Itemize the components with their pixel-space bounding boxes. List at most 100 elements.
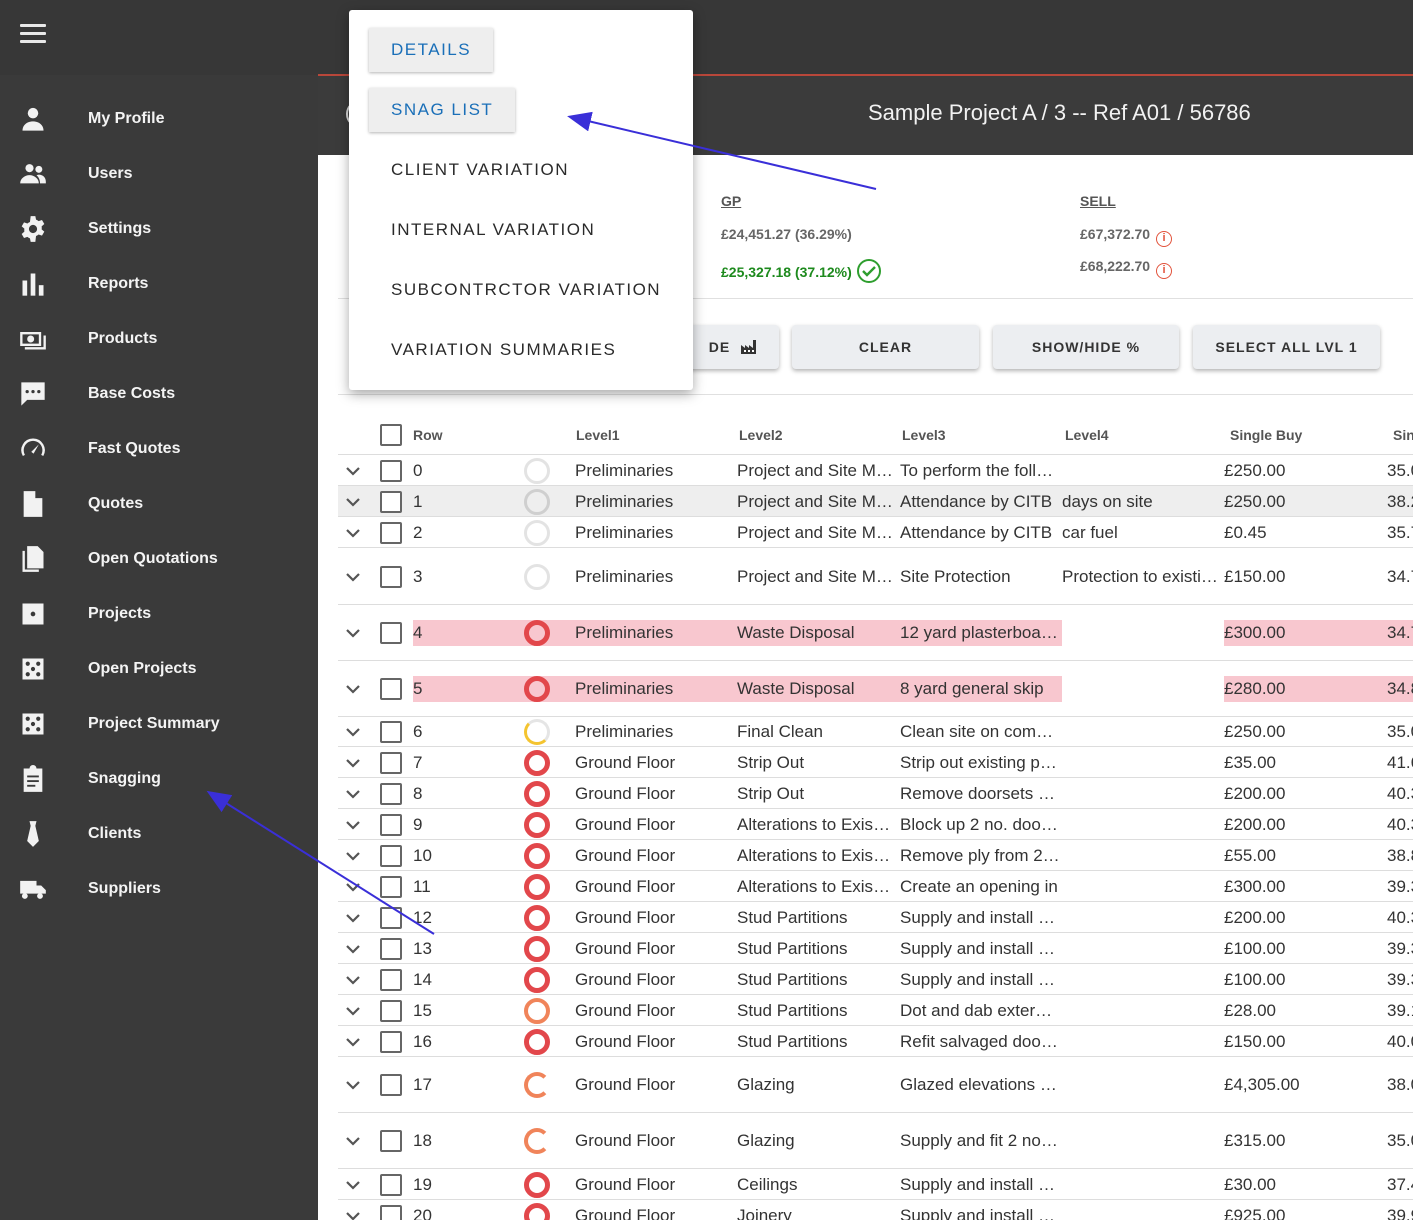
row-checkbox[interactable] (380, 813, 402, 836)
table-row[interactable]: 2 Preliminaries Project and Site Managemen… (338, 517, 1413, 548)
sidebar-item-suppliers[interactable]: Suppliers (0, 861, 318, 916)
clear-button[interactable]: CLEAR (792, 325, 979, 369)
info-icon[interactable]: i (1156, 231, 1173, 247)
row-checkbox[interactable] (380, 968, 402, 991)
chevron-down-icon[interactable] (344, 680, 362, 698)
table-row[interactable]: 9 Ground Floor Alterations to Existing Bloc… (338, 809, 1413, 840)
menu-item-subcontrctor-variation[interactable]: SUBCONTRCTOR VARIATION (391, 280, 662, 299)
row-checkbox[interactable] (380, 937, 402, 960)
row-checkbox[interactable] (380, 1204, 402, 1220)
table-row[interactable]: 11 Ground Floor Alterations to Existing Cre… (338, 871, 1413, 902)
chevron-down-icon[interactable] (344, 624, 362, 642)
show-hide-percent-button[interactable]: SHOW/HIDE % (993, 325, 1179, 369)
table-row[interactable]: 8 Ground Floor Strip Out Remove doorsets an… (338, 778, 1413, 809)
sidebar-item-base-costs[interactable]: Base Costs (0, 366, 318, 421)
row-checkbox[interactable] (380, 521, 402, 544)
cell-level1: Preliminaries (575, 522, 674, 542)
row-checkbox[interactable] (380, 999, 402, 1022)
column-header-level2[interactable]: Level2 (739, 427, 783, 443)
table-row[interactable]: 16 Ground Floor Stud Partitions Refit salva… (338, 1026, 1413, 1057)
select-all-checkbox[interactable] (380, 424, 402, 446)
sidebar-item-products[interactable]: Products (0, 311, 318, 366)
info-icon[interactable]: i (1156, 263, 1173, 279)
chevron-down-icon[interactable] (344, 524, 362, 542)
table-row[interactable]: 14 Ground Floor Stud Partitions Supply and … (338, 964, 1413, 995)
chevron-down-icon[interactable] (344, 462, 362, 480)
table-row[interactable]: 1 Preliminaries Project and Site Managemen… (338, 486, 1413, 517)
chevron-down-icon[interactable] (344, 1207, 362, 1220)
menu-item-snag-list[interactable]: SNAG LIST (369, 88, 516, 132)
chevron-down-icon[interactable] (344, 723, 362, 741)
select-all-level1-button[interactable]: SELECT ALL LVL 1 (1193, 325, 1380, 369)
row-checkbox[interactable] (380, 844, 402, 867)
chevron-down-icon[interactable] (344, 568, 362, 586)
row-checkbox[interactable] (380, 751, 402, 774)
table-row[interactable]: 18 Ground Floor Glazing Supply and fit 2 no… (338, 1113, 1413, 1169)
column-header-single-sell[interactable]: Sin (1393, 427, 1413, 443)
menu-item-internal-variation[interactable]: INTERNAL VARIATION (391, 220, 596, 239)
chevron-down-icon[interactable] (344, 816, 362, 834)
row-checkbox[interactable] (380, 1030, 402, 1053)
column-header-level4[interactable]: Level4 (1065, 427, 1109, 443)
chevron-down-icon[interactable] (344, 493, 362, 511)
table-row[interactable]: 5 Preliminaries Waste Disposal 8 yard gener… (338, 661, 1413, 717)
chevron-down-icon[interactable] (344, 1076, 362, 1094)
row-checkbox[interactable] (380, 782, 402, 805)
column-header-row[interactable]: Row (413, 427, 443, 443)
table-row[interactable]: 7 Ground Floor Strip Out Strip out existing… (338, 747, 1413, 778)
table-row[interactable]: 0 Preliminaries Project and Site Managemen… (338, 455, 1413, 486)
cell-single-buy: £250.00 (1224, 722, 1286, 741)
column-header-level1[interactable]: Level1 (576, 427, 620, 443)
chevron-down-icon[interactable] (344, 971, 362, 989)
sidebar-item-my-profile[interactable]: My Profile (0, 91, 318, 146)
menu-item-client-variation[interactable]: CLIENT VARIATION (391, 160, 569, 179)
column-header-single-buy[interactable]: Single Buy (1230, 427, 1303, 443)
table-row[interactable]: 20 Ground Floor Joinery Supply and install … (338, 1200, 1413, 1220)
chevron-down-icon[interactable] (344, 847, 362, 865)
row-checkbox[interactable] (380, 1074, 402, 1096)
chevron-down-icon[interactable] (344, 909, 362, 927)
chevron-down-icon[interactable] (344, 1002, 362, 1020)
row-checkbox[interactable] (380, 906, 402, 929)
menu-item-details[interactable]: DETAILS (369, 28, 494, 72)
table-row[interactable]: 4 Preliminaries Waste Disposal 12 yard plas… (338, 605, 1413, 661)
sidebar-item-reports[interactable]: Reports (0, 256, 318, 311)
sidebar-item-users[interactable]: Users (0, 146, 318, 201)
menu-icon[interactable] (20, 24, 46, 46)
menu-item-variation-summaries[interactable]: VARIATION SUMMARIES (391, 340, 617, 359)
sidebar-item-open-projects[interactable]: Open Projects (0, 641, 318, 696)
sidebar-item-open-quotations[interactable]: Open Quotations (0, 531, 318, 586)
chevron-down-icon[interactable] (344, 1132, 362, 1150)
table-row[interactable]: 15 Ground Floor Stud Partitions Dot and dab… (338, 995, 1413, 1026)
sidebar-item-clients[interactable]: Clients (0, 806, 318, 861)
chevron-down-icon[interactable] (344, 940, 362, 958)
chevron-down-icon[interactable] (344, 785, 362, 803)
chevron-down-icon[interactable] (344, 1176, 362, 1194)
row-checkbox[interactable] (380, 721, 402, 743)
sidebar-item-project-summary[interactable]: Project Summary (0, 696, 318, 751)
table-row[interactable]: 10 Ground Floor Alterations to Existing Rem… (338, 840, 1413, 871)
sidebar-item-projects[interactable]: Projects (0, 586, 318, 641)
row-checkbox[interactable] (380, 622, 402, 644)
sidebar-item-settings[interactable]: Settings (0, 201, 318, 256)
row-checkbox[interactable] (380, 490, 402, 513)
row-checkbox[interactable] (380, 1173, 402, 1196)
chevron-down-icon[interactable] (344, 754, 362, 772)
sidebar-item-snagging[interactable]: Snagging (0, 751, 318, 806)
table-row[interactable]: 19 Ground Floor Ceilings Supply and install… (338, 1169, 1413, 1200)
table-row[interactable]: 6 Preliminaries Final Clean Clean site on c… (338, 717, 1413, 747)
chevron-down-icon[interactable] (344, 878, 362, 896)
table-row[interactable]: 3 Preliminaries Project and Site Managemen… (338, 548, 1413, 605)
sidebar-item-fast-quotes[interactable]: Fast Quotes (0, 421, 318, 476)
row-checkbox[interactable] (380, 565, 402, 588)
table-row[interactable]: 17 Ground Floor Glazing Glazed elevations t… (338, 1057, 1413, 1113)
table-row[interactable]: 12 Ground Floor Stud Partitions Supply and … (338, 902, 1413, 933)
chevron-down-icon[interactable] (344, 1033, 362, 1051)
table-row[interactable]: 13 Ground Floor Stud Partitions Supply and … (338, 933, 1413, 964)
row-checkbox[interactable] (380, 678, 402, 700)
sidebar-item-quotes[interactable]: Quotes (0, 476, 318, 531)
column-header-level3[interactable]: Level3 (902, 427, 946, 443)
row-checkbox[interactable] (380, 1130, 402, 1152)
row-checkbox[interactable] (380, 875, 402, 898)
row-checkbox[interactable] (380, 459, 402, 482)
